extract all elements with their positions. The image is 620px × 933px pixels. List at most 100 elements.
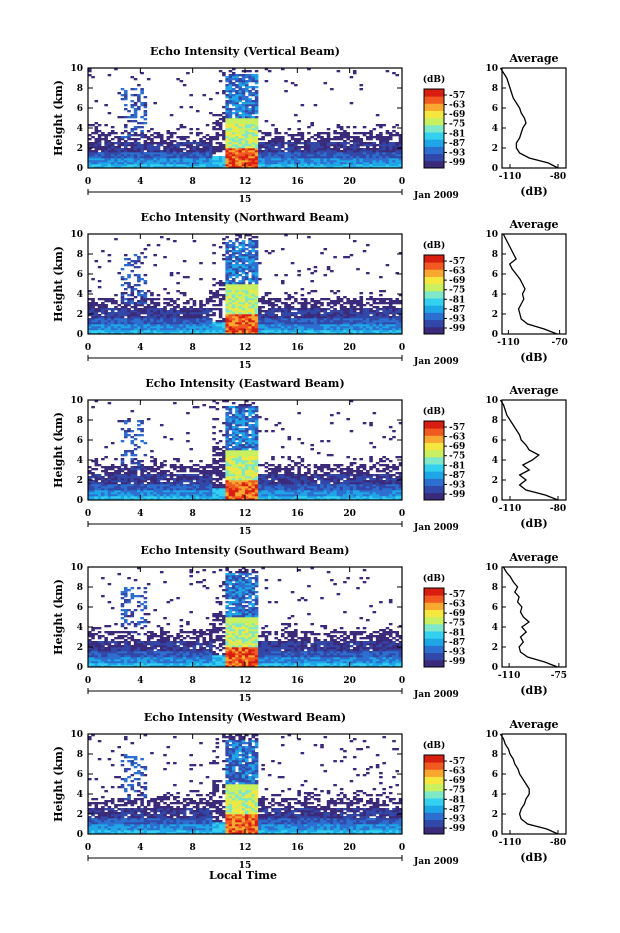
heatmap-cell <box>261 146 265 148</box>
heatmap-cell <box>127 478 131 480</box>
heatmap-cell <box>392 164 396 166</box>
heatmap-cell <box>265 150 269 152</box>
heatmap-cell <box>222 146 226 148</box>
heatmap-cell <box>101 160 105 162</box>
heatmap-cell <box>333 138 337 140</box>
heatmap-cell <box>186 494 190 496</box>
heatmap-cell <box>252 144 256 146</box>
heatmap-cell <box>252 284 256 286</box>
heatmap-cell <box>235 92 239 94</box>
heatmap-cell <box>219 126 223 128</box>
heatmap-cell <box>294 312 298 314</box>
heatmap-cell <box>144 470 148 472</box>
heatmap-cell <box>317 164 321 166</box>
heatmap-cell <box>359 158 363 160</box>
heatmap-cell <box>268 304 272 306</box>
heatmap-cell <box>101 298 105 300</box>
heatmap-cell <box>173 466 177 468</box>
heatmap-cell <box>147 486 151 488</box>
heatmap-cell <box>245 80 249 82</box>
heatmap-cell <box>317 300 321 302</box>
heatmap-cell <box>255 270 259 272</box>
heatmap-cell <box>127 298 131 300</box>
heatmap-cell <box>359 292 363 294</box>
heatmap-cell <box>373 310 377 312</box>
heatmap-cell <box>193 164 197 166</box>
heatmap-cell <box>199 312 203 314</box>
heatmap-cell <box>340 152 344 154</box>
heatmap-cell <box>219 308 223 310</box>
heatmap-cell <box>222 320 226 322</box>
heatmap-cell <box>222 118 226 120</box>
heatmap-cell <box>245 320 249 322</box>
heatmap-cell <box>284 298 288 300</box>
heatmap-cell <box>189 490 193 492</box>
heatmap-cell <box>265 318 269 320</box>
heatmap-cell <box>386 316 390 318</box>
heatmap-cell <box>252 120 256 122</box>
heatmap-cell <box>373 302 377 304</box>
heatmap-cell <box>157 294 161 296</box>
heatmap-cell <box>238 302 242 304</box>
heatmap-cell <box>212 458 216 460</box>
heatmap-cell <box>134 152 138 154</box>
heatmap-cell <box>131 128 135 130</box>
heatmap-cell <box>245 132 249 134</box>
heatmap-cell <box>261 318 265 320</box>
heatmap-cell <box>170 438 174 440</box>
heatmap-cell <box>395 298 399 300</box>
heatmap-cell <box>117 116 121 118</box>
heatmap-cell <box>104 144 108 146</box>
heatmap-cell <box>232 142 236 144</box>
heatmap-cell <box>255 112 259 114</box>
heatmap-cell <box>134 102 138 104</box>
heatmap-cell <box>98 144 102 146</box>
heatmap-cell <box>376 138 380 140</box>
heatmap-cell <box>314 142 318 144</box>
heatmap-cell <box>261 326 265 328</box>
heatmap-cell <box>252 240 256 242</box>
heatmap-cell <box>379 312 383 314</box>
heatmap-cell <box>235 306 239 308</box>
heatmap-cell <box>108 298 112 300</box>
heatmap-cell <box>395 300 399 302</box>
heatmap-cell <box>219 304 223 306</box>
heatmap-cell <box>242 278 246 280</box>
heatmap-cell <box>386 320 390 322</box>
heatmap-cell <box>176 152 180 154</box>
heatmap-cell <box>350 318 354 320</box>
heatmap-cell <box>291 142 295 144</box>
heatmap-cell <box>274 164 278 166</box>
heatmap-cell <box>225 110 229 112</box>
heatmap-cell <box>104 484 108 486</box>
heatmap-cell <box>268 146 272 148</box>
heatmap-cell <box>314 304 318 306</box>
heatmap-cell <box>363 304 367 306</box>
heatmap-cell <box>245 114 249 116</box>
heatmap-cell <box>131 320 135 322</box>
heatmap-cell <box>140 430 144 432</box>
heatmap-cell <box>225 78 229 80</box>
heatmap-cell <box>157 148 161 150</box>
heatmap-cell <box>193 474 197 476</box>
heatmap-cell <box>225 280 229 282</box>
heatmap-cell <box>340 320 344 322</box>
heatmap-cell <box>248 78 252 80</box>
heatmap-cell <box>248 128 252 130</box>
heatmap-cell <box>333 132 337 134</box>
heatmap-cell <box>222 106 226 108</box>
heatmap-cell <box>392 162 396 164</box>
heatmap-cell <box>382 310 386 312</box>
heatmap-cell <box>144 310 148 312</box>
heatmap-cell <box>189 312 193 314</box>
heatmap-cell <box>232 152 236 154</box>
heatmap-cell <box>386 302 390 304</box>
heatmap-cell <box>359 152 363 154</box>
heatmap-cell <box>261 144 265 146</box>
heatmap-cell <box>144 148 148 150</box>
heatmap-cell <box>248 262 252 264</box>
heatmap-cell <box>327 152 331 154</box>
heatmap-cell <box>134 326 138 328</box>
heatmap-cell <box>330 302 334 304</box>
heatmap-cell <box>225 436 229 438</box>
